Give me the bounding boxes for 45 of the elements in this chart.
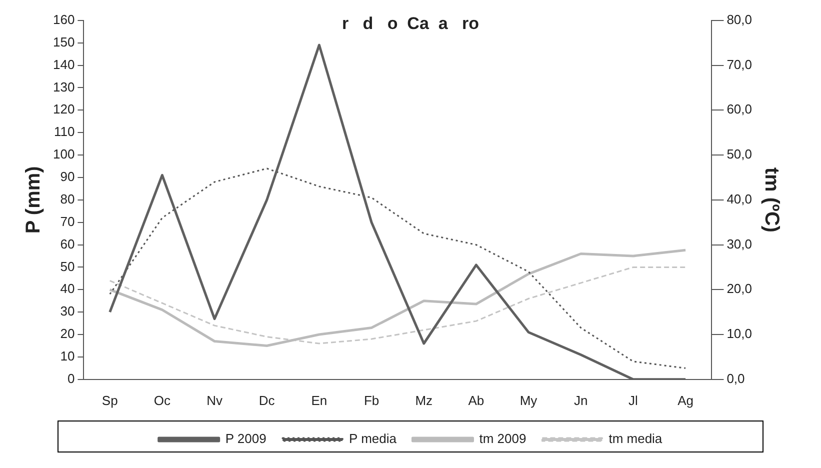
y-tick-label: 60 [60, 236, 75, 252]
y-tick-label: 70 [60, 214, 75, 229]
y-tick-label: 120 [52, 102, 75, 117]
y-tick-label: 50 [60, 258, 75, 274]
y-tick-label: 30 [60, 304, 75, 319]
x-tick-label: En [311, 392, 328, 408]
x-tick-label: Dc [258, 392, 276, 408]
x-tick-label: Jl [628, 392, 638, 408]
y-tick-label: 0 [67, 370, 75, 386]
y-tick-label: 160 [52, 12, 75, 27]
x-tick-label: Nv [206, 392, 223, 408]
y-axis-title: P (mm) [22, 166, 45, 234]
y2-tick-label: 50,0 [726, 146, 752, 162]
y2-tick-label: 10,0 [726, 326, 752, 342]
y2-tick-label: 20,0 [726, 281, 752, 296]
y2-tick-label: 60,0 [726, 102, 752, 117]
x-tick-label: Sp [102, 392, 118, 408]
y2-tick-label: 0,0 [726, 370, 745, 386]
x-tick-label: Ag [678, 392, 694, 408]
y2-tick-label: 30,0 [726, 236, 752, 252]
x-tick-label: Ab [468, 392, 484, 408]
x-tick-label: Fb [364, 392, 380, 408]
y2-axis-title: tm (ºC) [760, 167, 782, 232]
x-tick-label: My [520, 392, 538, 408]
y-tick-label: 40 [60, 281, 75, 296]
x-tick-label: Jn [574, 392, 588, 408]
y2-tick-label: 40,0 [726, 191, 752, 206]
legend-label: P 2009 [225, 431, 266, 446]
y-tick-label: 150 [52, 34, 75, 50]
legend-label: tm 2009 [479, 431, 526, 446]
y2-tick-label: 70,0 [726, 56, 752, 72]
y-tick-label: 130 [52, 79, 75, 94]
y-tick-label: 10 [60, 348, 75, 364]
x-tick-label: Oc [154, 392, 171, 408]
y-tick-label: 110 [54, 124, 75, 140]
chart-title: r d o Ca a ro [342, 14, 479, 33]
y2-tick-label: 80,0 [726, 12, 752, 27]
y-tick-label: 90 [60, 169, 75, 184]
x-tick-label: Mz [415, 392, 433, 408]
legend-label: P media [349, 431, 398, 446]
y-tick-label: 100 [52, 146, 75, 162]
y-tick-label: 80 [60, 191, 75, 206]
y-tick-label: 140 [52, 56, 75, 72]
y-tick-label: 20 [60, 326, 75, 342]
legend-label: tm media [608, 431, 663, 446]
